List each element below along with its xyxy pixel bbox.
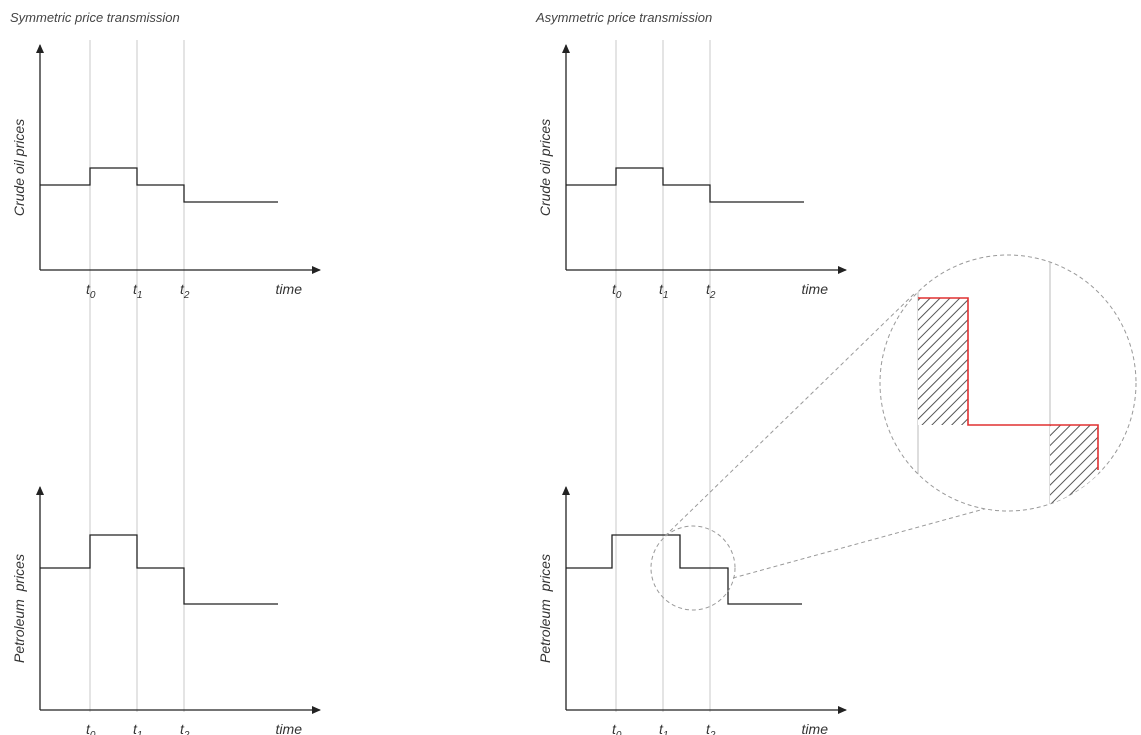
tick-subscript: 2 xyxy=(709,290,716,301)
page: {"panels": [ {"title": "Symmetric price … xyxy=(0,0,1141,735)
tick-subscript: 0 xyxy=(616,290,622,301)
y-axis-label: Crude oil prices xyxy=(11,119,27,216)
price-line xyxy=(566,168,804,202)
tick-subscript: 1 xyxy=(663,730,669,735)
tick-label: t1 xyxy=(133,721,142,735)
price-line xyxy=(566,535,802,604)
y-axis-label: Petroleum prices xyxy=(11,554,27,663)
panel-title: Symmetric price transmission xyxy=(10,10,180,25)
tick-label: t2 xyxy=(180,281,190,301)
tick-subscript: 1 xyxy=(137,290,143,301)
tick-subscript: 2 xyxy=(183,290,190,301)
tick-subscript: 1 xyxy=(663,290,669,301)
tick-label: t1 xyxy=(659,721,668,735)
tick-label: t0 xyxy=(86,721,96,735)
tick-label: t1 xyxy=(659,281,668,301)
tick-subscript: 0 xyxy=(90,730,96,735)
hatched-area xyxy=(918,298,968,425)
x-axis-label: time xyxy=(276,281,303,297)
x-axis-label: time xyxy=(802,721,829,735)
price-line xyxy=(40,535,278,604)
tick-label: t0 xyxy=(612,721,622,735)
price-line xyxy=(40,168,278,202)
diagram: Symmetric price transmission Crude oil pr… xyxy=(0,0,1141,735)
zoom-detail xyxy=(651,250,1136,610)
tick-subscript: 1 xyxy=(137,730,143,735)
y-axis-label: Crude oil prices xyxy=(537,119,553,216)
x-axis-label: time xyxy=(276,721,303,735)
tick-label: t2 xyxy=(706,721,716,735)
tick-label: t0 xyxy=(612,281,622,301)
tick-label: t1 xyxy=(133,281,142,301)
tick-label: t2 xyxy=(706,281,716,301)
tick-subscript: 0 xyxy=(616,730,622,735)
tick-label: t2 xyxy=(180,721,190,735)
tick-subscript: 2 xyxy=(183,730,190,735)
tick-label: t0 xyxy=(86,281,96,301)
tick-subscript: 2 xyxy=(709,730,716,735)
panel-title: Asymmetric price transmission xyxy=(535,10,712,25)
tick-subscript: 0 xyxy=(90,290,96,301)
zoom-connector xyxy=(665,292,916,536)
x-axis-label: time xyxy=(802,281,829,297)
y-axis-label: Petroleum prices xyxy=(537,554,553,663)
